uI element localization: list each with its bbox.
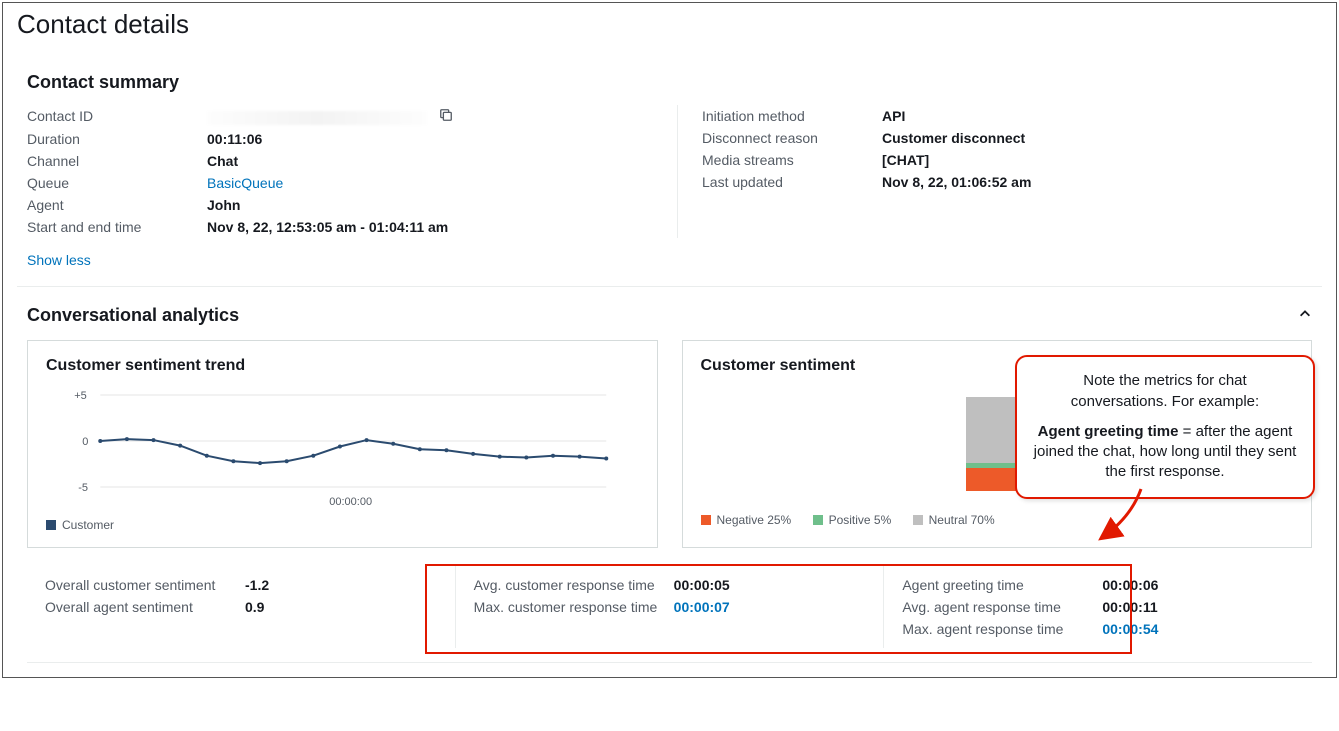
summary-left-column: Contact ID Duration 00:11:06 [27, 105, 678, 238]
legend-square-icon [913, 515, 923, 525]
max-agent-rt-value[interactable]: 00:00:54 [1102, 621, 1158, 637]
updated-value: Nov 8, 22, 01:06:52 am [882, 174, 1031, 190]
max-agent-rt-label: Max. agent response time [902, 621, 1102, 637]
updated-label: Last updated [702, 174, 882, 190]
initiation-value: API [882, 108, 905, 124]
overall-agent-label: Overall agent sentiment [45, 599, 245, 615]
metrics-agent-col: Agent greeting time 00:00:06 Avg. agent … [883, 566, 1312, 648]
section-divider [17, 286, 1322, 287]
contact-id-value [207, 108, 453, 125]
contact-id-redacted [207, 111, 427, 125]
duration-label: Duration [27, 131, 207, 147]
channel-value: Chat [207, 153, 238, 169]
queue-link[interactable]: BasicQueue [207, 175, 283, 191]
summary-right-column: Initiation method API Disconnect reason … [678, 105, 1312, 238]
legend-positive: Positive 5% [813, 513, 892, 527]
start-end-label: Start and end time [27, 219, 207, 235]
summary-heading: Contact summary [27, 72, 1312, 93]
avg-agent-rt-value: 00:00:11 [1102, 599, 1157, 615]
show-less-link[interactable]: Show less [27, 252, 91, 268]
svg-text:0: 0 [82, 436, 88, 448]
legend-square-icon [701, 515, 711, 525]
callout-line2: Agent greeting time = after the agent jo… [1033, 422, 1297, 483]
copy-icon[interactable] [439, 108, 453, 122]
queue-label: Queue [27, 175, 207, 191]
svg-text:+5: +5 [74, 390, 87, 402]
legend-negative: Negative 25% [701, 513, 792, 527]
contact-summary-section: Contact summary Contact ID [17, 72, 1322, 268]
annotation-callout: Note the metrics for chat conversations.… [1015, 355, 1315, 498]
initiation-label: Initiation method [702, 108, 882, 124]
legend-neutral: Neutral 70% [913, 513, 995, 527]
agent-label: Agent [27, 197, 207, 213]
overall-agent-value: 0.9 [245, 599, 264, 615]
trend-title: Customer sentiment trend [46, 357, 639, 375]
analytics-heading: Conversational analytics [27, 305, 239, 326]
overall-cust-label: Overall customer sentiment [45, 577, 245, 593]
legend-square-icon [813, 515, 823, 525]
max-cust-rt-label: Max. customer response time [474, 599, 674, 615]
overall-cust-value: -1.2 [245, 577, 269, 593]
sentiment-card: Customer sentiment Negative 25% Positive… [682, 340, 1313, 548]
media-value: [CHAT] [882, 152, 929, 168]
conversational-analytics-section: Conversational analytics Customer sentim… [17, 305, 1322, 663]
sentiment-trend-card: Customer sentiment trend +5 0 -5 00:00:00 C… [27, 340, 658, 548]
metrics-overall-col: Overall customer sentiment -1.2 Overall … [27, 566, 455, 648]
trend-chart: +5 0 -5 00:00:00 [46, 389, 639, 509]
callout-line1: Note the metrics for chat conversations.… [1033, 371, 1297, 412]
chevron-up-icon[interactable] [1298, 307, 1312, 324]
start-end-value: Nov 8, 22, 12:53:05 am - 01:04:11 am [207, 219, 448, 235]
svg-text:00:00:00: 00:00:00 [329, 496, 372, 508]
trend-legend-item: Customer [46, 518, 114, 532]
metrics-row: Overall customer sentiment -1.2 Overall … [27, 566, 1312, 648]
agent-value: John [207, 197, 240, 213]
svg-text:-5: -5 [78, 482, 88, 494]
agent-greet-value: 00:00:06 [1102, 577, 1158, 593]
channel-label: Channel [27, 153, 207, 169]
legend-square-icon [46, 520, 56, 530]
metrics-customer-col: Avg. customer response time 00:00:05 Max… [455, 566, 884, 648]
max-cust-rt-value[interactable]: 00:00:07 [674, 599, 730, 615]
media-label: Media streams [702, 152, 882, 168]
trend-legend-label: Customer [62, 518, 114, 532]
avg-cust-rt-label: Avg. customer response time [474, 577, 674, 593]
avg-agent-rt-label: Avg. agent response time [902, 599, 1102, 615]
page-title: Contact details [17, 9, 1322, 40]
contact-id-label: Contact ID [27, 108, 207, 125]
agent-greet-label: Agent greeting time [902, 577, 1102, 593]
disconnect-value: Customer disconnect [882, 130, 1025, 146]
disconnect-label: Disconnect reason [702, 130, 882, 146]
avg-cust-rt-value: 00:00:05 [674, 577, 730, 593]
duration-value: 00:11:06 [207, 131, 262, 147]
